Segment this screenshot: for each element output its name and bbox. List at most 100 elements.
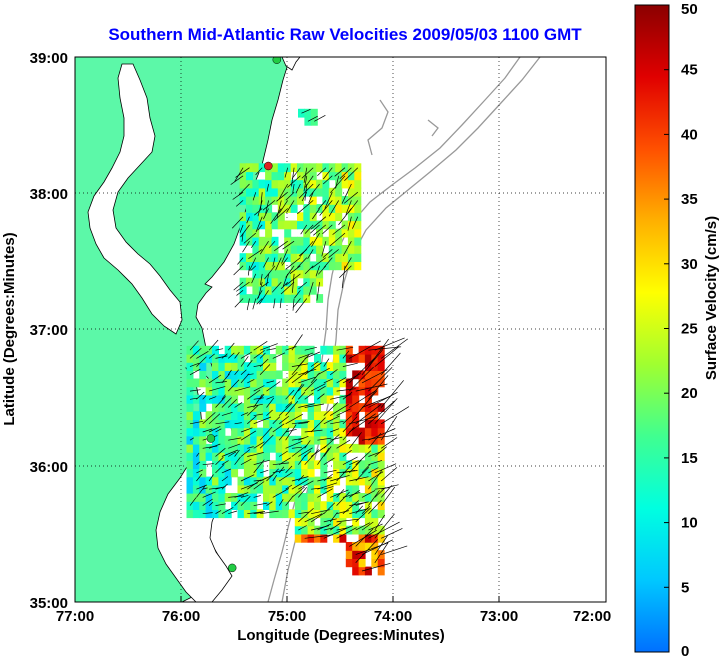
velocity-cell [352, 394, 360, 404]
velocity-vector [221, 373, 230, 384]
velocity-vector [374, 337, 405, 351]
velocity-vector [307, 115, 318, 122]
velocity-cell [224, 419, 232, 429]
velocity-vector [307, 249, 314, 259]
velocity-cell [275, 427, 283, 437]
velocity-vector [291, 167, 295, 187]
velocity-cell [371, 443, 379, 453]
velocity-vector [304, 403, 324, 408]
velocity-cell [364, 370, 372, 380]
velocity-vector [235, 167, 250, 178]
velocity-vector [272, 474, 277, 482]
velocity-vector [311, 257, 327, 269]
velocity-cell [297, 253, 304, 262]
velocity-cell [333, 460, 341, 470]
velocity-vector [300, 224, 308, 235]
velocity-cell [307, 419, 315, 429]
velocity-cell [341, 253, 349, 262]
velocity-vector [304, 429, 323, 433]
velocity-cell [314, 378, 321, 388]
velocity-cell [320, 501, 328, 510]
velocity-vector [215, 396, 226, 408]
velocity-cell [307, 468, 315, 478]
station-marker [227, 563, 237, 573]
velocity-cell [341, 171, 349, 181]
velocity-cell [224, 394, 232, 404]
velocity-vector [285, 413, 303, 425]
velocity-vector [221, 507, 234, 515]
velocity-vector [215, 510, 222, 515]
velocity-vector [278, 466, 285, 474]
velocity-vector [202, 512, 213, 515]
velocity-cell [377, 558, 385, 568]
velocity-vector [368, 391, 398, 408]
velocity-cell [186, 509, 194, 519]
colorbar-tick-label: 25 [681, 321, 698, 338]
velocity-vector [240, 430, 257, 441]
velocity-cell [275, 484, 283, 494]
velocity-vector [381, 545, 408, 555]
velocity-cell [339, 517, 347, 527]
velocity-cell [186, 484, 194, 494]
velocity-cell [320, 345, 328, 355]
velocity-cell [328, 261, 336, 271]
velocity-cell [269, 378, 277, 388]
velocity-vector [317, 367, 330, 376]
velocity-vector [349, 460, 359, 466]
velocity-cell [326, 501, 334, 510]
velocity-vector [345, 200, 352, 215]
y-tick-label: 35:00 [30, 595, 68, 612]
velocity-vector [286, 200, 295, 213]
velocity-cell [218, 362, 226, 371]
velocity-cell [269, 484, 277, 494]
velocity-cell [326, 452, 334, 461]
velocity-vector [234, 386, 251, 392]
velocity-cell [284, 220, 292, 230]
velocity-cell [224, 460, 232, 470]
velocity-cell [205, 452, 213, 461]
velocity-cell [271, 285, 279, 295]
velocity-cell [377, 566, 385, 576]
velocity-vector [318, 200, 327, 210]
velocity-cell [243, 476, 251, 486]
velocity-vector [368, 471, 384, 482]
velocity-vector [259, 474, 273, 482]
velocity-vector [208, 474, 214, 482]
velocity-cell [256, 411, 264, 420]
velocity-vector [240, 351, 253, 359]
velocity-vector [239, 224, 244, 233]
velocity-vector [355, 522, 371, 531]
velocity-vector [215, 348, 224, 351]
velocity-cell [297, 187, 304, 197]
velocity-vector [285, 389, 295, 400]
velocity-cell [237, 443, 245, 453]
velocity-vector [234, 351, 240, 359]
velocity-cell [316, 163, 324, 173]
velocity-cell [231, 362, 239, 371]
velocity-cell [256, 484, 264, 494]
velocity-cell [364, 411, 372, 420]
velocity-vector [253, 341, 268, 351]
velocity-vector [266, 397, 275, 408]
velocity-cell [284, 294, 292, 303]
velocity-cell [303, 236, 311, 246]
velocity-vector [246, 298, 250, 311]
velocity-cell [288, 411, 296, 420]
velocity-vector [189, 368, 201, 376]
velocity-cell [263, 452, 270, 461]
velocity-cell [328, 228, 336, 238]
velocity-vector [279, 450, 288, 457]
velocity-cell [345, 411, 353, 420]
velocity-vector [281, 249, 289, 264]
velocity-vector [336, 465, 351, 482]
velocity-vector [310, 361, 319, 367]
velocity-cell [186, 411, 194, 420]
velocity-vector [292, 273, 295, 293]
velocity-cell [199, 370, 207, 380]
velocity-cell [339, 533, 347, 543]
velocity-cell [263, 362, 270, 371]
velocity-cell [271, 277, 279, 287]
velocity-vector [247, 389, 261, 400]
velocity-vector [355, 507, 371, 523]
velocity-vector [227, 379, 240, 392]
